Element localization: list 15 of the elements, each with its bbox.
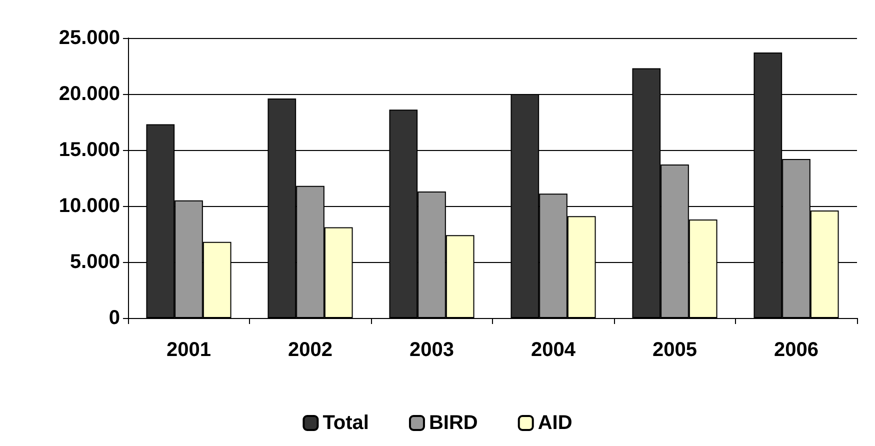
x-tick-label: 2001 <box>166 339 211 361</box>
x-tick-label: 2002 <box>288 339 332 361</box>
legend-label: BIRD <box>428 412 478 434</box>
x-tick-label: 2005 <box>652 339 697 361</box>
x-tick-label: 2003 <box>410 339 454 361</box>
legend-label: Total <box>322 412 369 434</box>
y-tick-label: 15.000 <box>58 139 120 161</box>
y-tick-label: 5.000 <box>70 251 120 273</box>
y-tick-label: 20.000 <box>58 83 120 105</box>
x-tick-label: 2006 <box>774 339 818 361</box>
legend-label: AID <box>538 412 572 434</box>
y-tick-label: 0 <box>108 307 120 329</box>
y-tick-label: 25.000 <box>58 27 120 49</box>
x-tick-label: 2004 <box>531 339 576 361</box>
y-tick-label: 10.000 <box>58 195 120 217</box>
